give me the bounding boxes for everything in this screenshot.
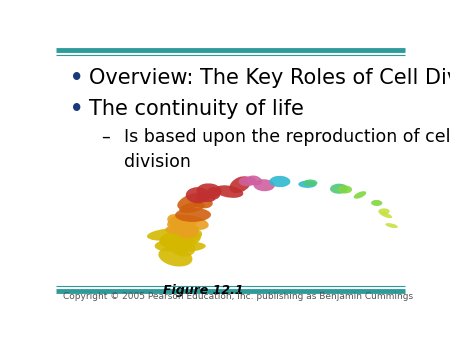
Text: •: • (70, 99, 84, 119)
Ellipse shape (170, 215, 209, 231)
Text: Figure 12.1: Figure 12.1 (162, 284, 243, 297)
Ellipse shape (378, 208, 390, 214)
Ellipse shape (177, 193, 205, 210)
Ellipse shape (169, 242, 206, 252)
Ellipse shape (207, 187, 220, 200)
Text: Overview: The Key Roles of Cell Division: Overview: The Key Roles of Cell Division (90, 68, 450, 88)
Text: •: • (70, 68, 84, 88)
Ellipse shape (215, 185, 243, 198)
Ellipse shape (175, 208, 211, 222)
Ellipse shape (230, 176, 251, 193)
Text: –: – (102, 128, 110, 146)
Ellipse shape (385, 223, 398, 228)
Ellipse shape (238, 176, 256, 186)
Ellipse shape (147, 228, 189, 241)
Ellipse shape (197, 183, 222, 198)
Ellipse shape (253, 179, 275, 191)
Ellipse shape (167, 214, 189, 229)
Ellipse shape (354, 191, 366, 199)
Ellipse shape (167, 217, 197, 230)
Ellipse shape (196, 193, 215, 202)
Ellipse shape (171, 232, 192, 254)
Ellipse shape (371, 200, 382, 206)
Ellipse shape (379, 212, 392, 218)
Ellipse shape (298, 180, 316, 188)
Ellipse shape (247, 175, 262, 186)
Text: Copyright © 2005 Pearson Education, Inc. publishing as Benjamin Cummings: Copyright © 2005 Pearson Education, Inc.… (63, 292, 414, 301)
Ellipse shape (170, 239, 195, 257)
Ellipse shape (179, 202, 205, 213)
Text: Is based upon the reproduction of cells, or cell
division: Is based upon the reproduction of cells,… (124, 128, 450, 171)
Ellipse shape (194, 197, 213, 208)
Text: The continuity of life: The continuity of life (90, 99, 304, 119)
Ellipse shape (165, 224, 198, 234)
Ellipse shape (168, 229, 202, 245)
Ellipse shape (330, 184, 348, 194)
Ellipse shape (159, 230, 201, 249)
Ellipse shape (303, 179, 317, 186)
Ellipse shape (338, 186, 352, 194)
Ellipse shape (177, 225, 199, 239)
Ellipse shape (160, 235, 184, 250)
Ellipse shape (186, 187, 210, 203)
Ellipse shape (270, 176, 290, 187)
Ellipse shape (158, 247, 193, 266)
Ellipse shape (155, 239, 188, 251)
